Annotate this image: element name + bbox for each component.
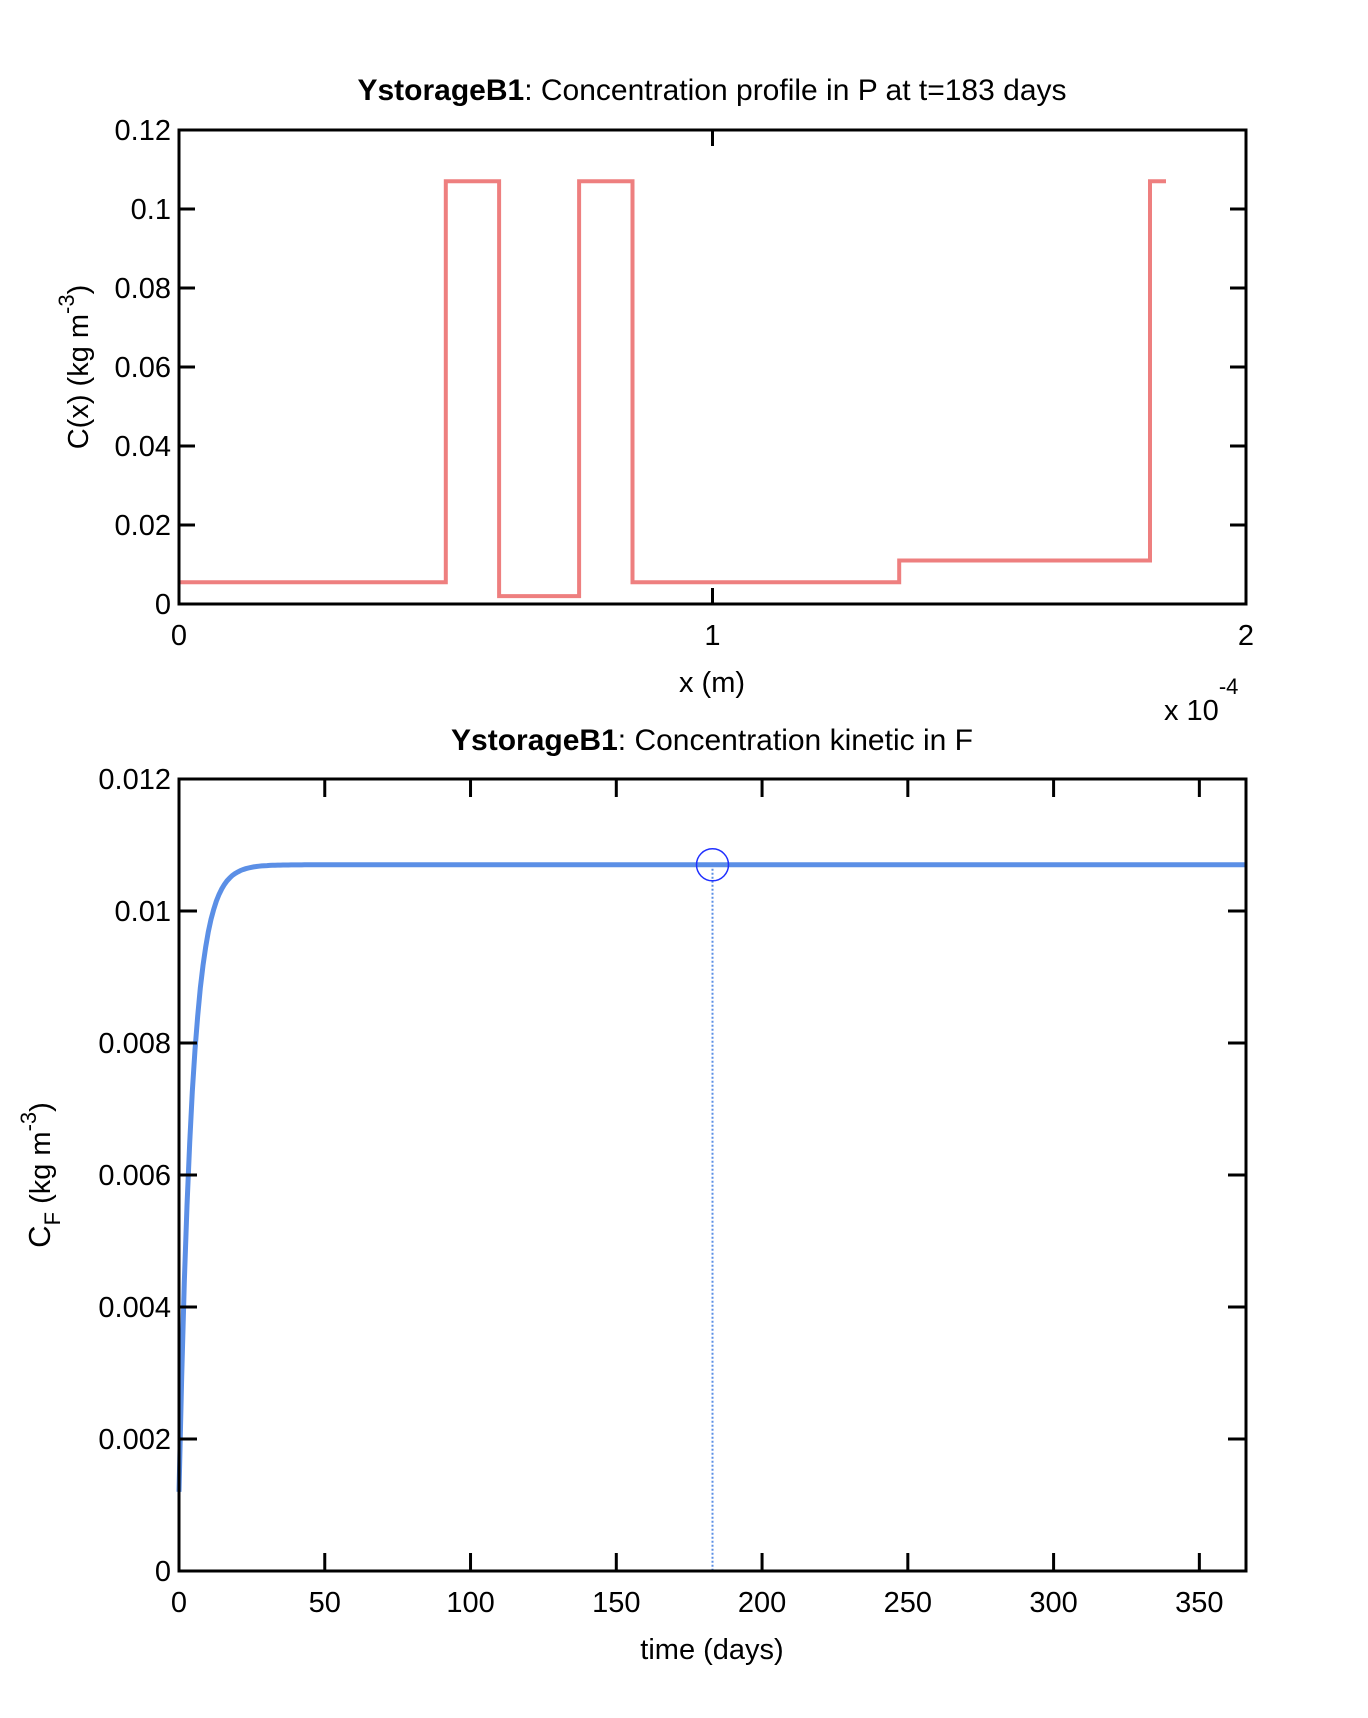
x-tick-label: 300 [1029,1587,1077,1619]
y-tick-label: 0 [155,1556,171,1588]
chart-title-bold: YstorageB1 [451,724,618,757]
y-tick-label: 0.002 [98,1424,171,1456]
x-axis-label: time (days) [640,1634,783,1666]
x-tick-label: 150 [592,1587,640,1619]
series-line [179,179,1166,599]
y-tick-label: 0 [155,589,171,621]
x-multiplier-exp: -4 [1219,674,1239,699]
chart-title-bold: YstorageB1 [357,74,524,107]
chart-title-rest: : Concentration kinetic in F [618,724,973,757]
y-tick-label: 0.08 [115,273,171,305]
profile-chart: YstorageB1: Concentration profile in P a… [54,74,1254,727]
x-tick-label: 100 [446,1587,494,1619]
y-tick-label: 0.006 [98,1160,171,1192]
y-tick-label: 0.1 [131,194,171,226]
y-label-units: (kg m [25,1131,57,1212]
x-axis-label: x (m) [679,667,745,699]
plot-area [177,128,1248,606]
y-tick-label: 0.012 [98,764,171,796]
x-tick-label: 0 [171,1587,187,1619]
tick-group: 0 50 100 150 200 250 300 350 0 0.002 0.004 0.006 0.0… [98,764,1246,1619]
x-tick-label: 200 [738,1587,786,1619]
x-tick-label: 350 [1175,1587,1223,1619]
y-label-main: C(x) (kg m [63,314,95,449]
y-tick-label: 0.04 [115,431,171,463]
y-label-close: ) [25,1102,57,1112]
y-tick-label: 0.008 [98,1028,171,1060]
x-tick-label: 250 [884,1587,932,1619]
x-multiplier-base: x 10 [1164,695,1219,727]
tick-group: 0 1 2 0 0.02 0.04 0.06 0.08 0.1 0.12 [115,115,1255,652]
y-label-sup: -3 [54,294,79,314]
chart-title: YstorageB1: Concentration profile in P a… [357,74,1066,107]
x-tick-label: 50 [309,1587,341,1619]
y-label-sup: -3 [16,1112,41,1132]
x-tick-label: 2 [1238,620,1254,652]
y-tick-label: 0.12 [115,115,171,147]
chart-title: YstorageB1: Concentration kinetic in F [451,724,973,757]
series-group [176,848,1246,1571]
chart-title-rest: : Concentration profile in P at t=183 da… [524,74,1066,107]
time-marker-circle [695,848,730,882]
y-tick-label: 0.004 [98,1292,171,1324]
y-tick-label: 0.02 [115,510,171,542]
y-tick-label: 0.01 [115,896,171,928]
y-axis-label: C(x) (kg m-3) [54,285,95,450]
y-label-main: C [22,1225,57,1247]
x-tick-label: 1 [704,620,720,652]
kinetic-chart: YstorageB1: Concentration kinetic in F 0… [16,724,1248,1666]
series-group [179,179,1166,599]
y-label-close: ) [63,285,95,295]
y-label-sub: F [40,1212,65,1225]
y-tick-label: 0.06 [115,352,171,384]
x-tick-label: 0 [171,620,187,652]
x-axis-multiplier: x 10-4 [1164,674,1238,727]
y-axis-label: CF (kg m-3) [16,1102,65,1248]
